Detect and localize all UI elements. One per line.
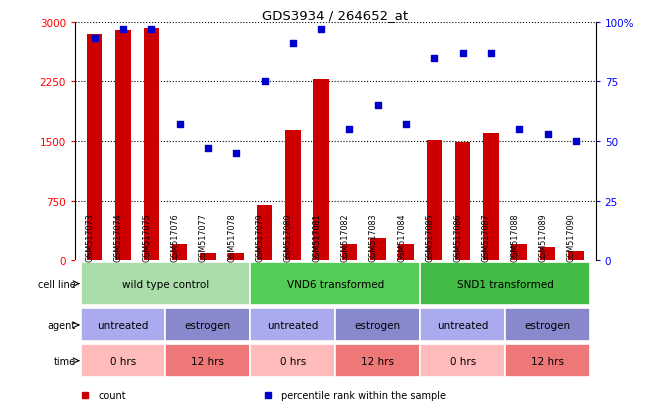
FancyBboxPatch shape xyxy=(420,262,590,306)
Text: cell line: cell line xyxy=(38,279,76,289)
Text: GSM517083: GSM517083 xyxy=(368,213,378,261)
Text: VND6 transformed: VND6 transformed xyxy=(286,279,384,289)
Text: 0 hrs: 0 hrs xyxy=(110,356,136,366)
Text: 12 hrs: 12 hrs xyxy=(531,356,564,366)
Point xyxy=(89,36,100,43)
Text: GSM517074: GSM517074 xyxy=(114,213,123,261)
Bar xyxy=(568,252,584,261)
FancyBboxPatch shape xyxy=(420,344,505,377)
FancyBboxPatch shape xyxy=(251,262,420,306)
Text: estrogen: estrogen xyxy=(185,320,231,330)
Text: wild type control: wild type control xyxy=(122,279,209,289)
Text: GSM517077: GSM517077 xyxy=(199,213,208,261)
FancyBboxPatch shape xyxy=(165,309,251,342)
Bar xyxy=(200,254,215,261)
Text: GSM517086: GSM517086 xyxy=(454,213,463,261)
Text: untreated: untreated xyxy=(97,320,148,330)
Point xyxy=(259,79,270,85)
Text: GSM517087: GSM517087 xyxy=(482,213,491,261)
Bar xyxy=(512,245,527,261)
Bar xyxy=(540,248,555,261)
Point xyxy=(288,41,298,47)
Text: GSM517076: GSM517076 xyxy=(171,213,180,261)
Bar xyxy=(398,244,414,261)
Point xyxy=(316,26,326,33)
Text: estrogen: estrogen xyxy=(525,320,571,330)
FancyBboxPatch shape xyxy=(505,344,590,377)
Text: untreated: untreated xyxy=(437,320,488,330)
Bar xyxy=(313,80,329,261)
Bar xyxy=(172,245,187,261)
Text: untreated: untreated xyxy=(267,320,318,330)
Text: 0 hrs: 0 hrs xyxy=(449,356,476,366)
Text: GSM517089: GSM517089 xyxy=(538,213,547,261)
Text: GSM517078: GSM517078 xyxy=(227,213,236,261)
Bar xyxy=(483,134,499,261)
Text: GSM517080: GSM517080 xyxy=(284,213,293,261)
Bar xyxy=(229,253,244,261)
FancyBboxPatch shape xyxy=(81,262,251,306)
Bar xyxy=(342,244,357,261)
Bar xyxy=(426,141,442,261)
Point xyxy=(372,103,383,109)
Bar xyxy=(256,205,272,261)
FancyBboxPatch shape xyxy=(420,309,505,342)
FancyBboxPatch shape xyxy=(81,309,165,342)
Text: GSM517079: GSM517079 xyxy=(255,213,264,261)
Point xyxy=(486,50,496,57)
Text: GSM517073: GSM517073 xyxy=(86,213,94,261)
Text: 12 hrs: 12 hrs xyxy=(191,356,225,366)
Text: time: time xyxy=(53,356,76,366)
Text: SND1 transformed: SND1 transformed xyxy=(457,279,553,289)
FancyBboxPatch shape xyxy=(165,344,251,377)
Text: GSM517088: GSM517088 xyxy=(510,213,519,261)
Text: percentile rank within the sample: percentile rank within the sample xyxy=(281,390,445,400)
Text: agent: agent xyxy=(47,320,76,330)
Point xyxy=(118,26,128,33)
Point xyxy=(458,50,468,57)
Point xyxy=(542,131,553,138)
Point xyxy=(429,55,439,62)
Text: GSM517082: GSM517082 xyxy=(340,213,350,261)
Text: count: count xyxy=(98,390,126,400)
Point xyxy=(174,122,185,128)
Text: 12 hrs: 12 hrs xyxy=(361,356,395,366)
Point xyxy=(231,150,242,157)
Text: GSM517075: GSM517075 xyxy=(143,213,151,261)
FancyBboxPatch shape xyxy=(505,309,590,342)
FancyBboxPatch shape xyxy=(81,344,165,377)
Bar xyxy=(87,35,102,261)
Bar xyxy=(285,131,301,261)
Title: GDS3934 / 264652_at: GDS3934 / 264652_at xyxy=(262,9,408,21)
Point xyxy=(514,126,525,133)
Point xyxy=(202,145,213,152)
Point xyxy=(146,26,156,33)
Bar xyxy=(143,29,159,261)
Bar xyxy=(455,142,471,261)
Text: estrogen: estrogen xyxy=(355,320,401,330)
Text: GSM517081: GSM517081 xyxy=(312,213,321,261)
Text: GSM517084: GSM517084 xyxy=(397,213,406,261)
Text: 0 hrs: 0 hrs xyxy=(280,356,306,366)
Bar xyxy=(115,31,131,261)
FancyBboxPatch shape xyxy=(251,344,335,377)
Text: GSM517085: GSM517085 xyxy=(425,213,434,261)
FancyBboxPatch shape xyxy=(335,309,420,342)
FancyBboxPatch shape xyxy=(335,344,420,377)
Point xyxy=(571,138,581,145)
Bar xyxy=(370,238,385,261)
Text: GSM517090: GSM517090 xyxy=(567,213,576,261)
FancyBboxPatch shape xyxy=(251,309,335,342)
Point xyxy=(344,126,355,133)
Point xyxy=(401,122,411,128)
